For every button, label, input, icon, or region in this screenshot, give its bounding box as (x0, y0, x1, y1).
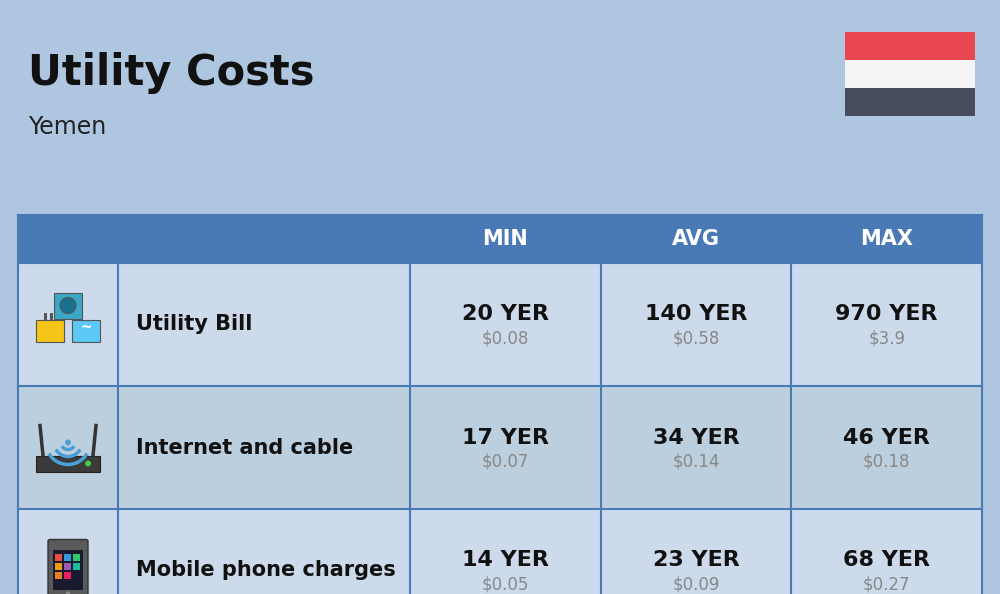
Text: 140 YER: 140 YER (645, 305, 747, 324)
Text: 970 YER: 970 YER (835, 305, 938, 324)
Bar (18, 509, 982, 594)
Bar (18, 386, 982, 509)
Text: 14 YER: 14 YER (462, 551, 549, 570)
Circle shape (65, 590, 71, 594)
Text: MAX: MAX (860, 229, 913, 249)
Text: Yemen: Yemen (28, 115, 106, 139)
Bar (55, 554, 62, 561)
Bar (44, 312, 47, 321)
Text: MIN: MIN (482, 229, 528, 249)
Bar (53, 549, 83, 589)
Text: 68 YER: 68 YER (843, 551, 930, 570)
Text: AVG: AVG (672, 229, 720, 249)
Text: 34 YER: 34 YER (653, 428, 739, 447)
Bar (55, 571, 62, 579)
Text: $0.08: $0.08 (482, 330, 529, 347)
Text: $0.05: $0.05 (482, 576, 529, 593)
Text: 17 YER: 17 YER (462, 428, 549, 447)
Text: Mobile phone charges: Mobile phone charges (136, 561, 396, 580)
Bar (18, 263, 982, 386)
Bar (845, 60, 975, 88)
Circle shape (60, 298, 76, 314)
Text: 23 YER: 23 YER (653, 551, 739, 570)
Bar (55, 563, 62, 570)
Text: $0.58: $0.58 (672, 330, 720, 347)
Bar (64, 563, 71, 570)
Bar (64, 571, 71, 579)
Bar (50, 312, 53, 321)
Text: Utility Costs: Utility Costs (28, 52, 314, 94)
Text: $0.18: $0.18 (863, 453, 910, 470)
Bar (18, 215, 982, 263)
Bar (845, 32, 975, 60)
Bar (36, 456, 100, 472)
Text: $0.14: $0.14 (672, 453, 720, 470)
Circle shape (65, 440, 71, 446)
Text: $0.07: $0.07 (482, 453, 529, 470)
Bar (72, 320, 100, 342)
Text: Utility Bill: Utility Bill (136, 314, 252, 334)
Circle shape (85, 460, 91, 466)
Bar (73, 554, 80, 561)
Bar (54, 292, 82, 318)
Text: Internet and cable: Internet and cable (136, 438, 353, 457)
FancyBboxPatch shape (48, 539, 88, 594)
Bar (845, 88, 975, 116)
Bar (36, 320, 64, 342)
Text: $0.27: $0.27 (863, 576, 910, 593)
Bar (73, 563, 80, 570)
Text: 20 YER: 20 YER (462, 305, 549, 324)
Text: $3.9: $3.9 (868, 330, 905, 347)
Text: 46 YER: 46 YER (843, 428, 930, 447)
Text: $0.09: $0.09 (672, 576, 720, 593)
Text: ~: ~ (80, 321, 92, 334)
Bar (64, 554, 71, 561)
